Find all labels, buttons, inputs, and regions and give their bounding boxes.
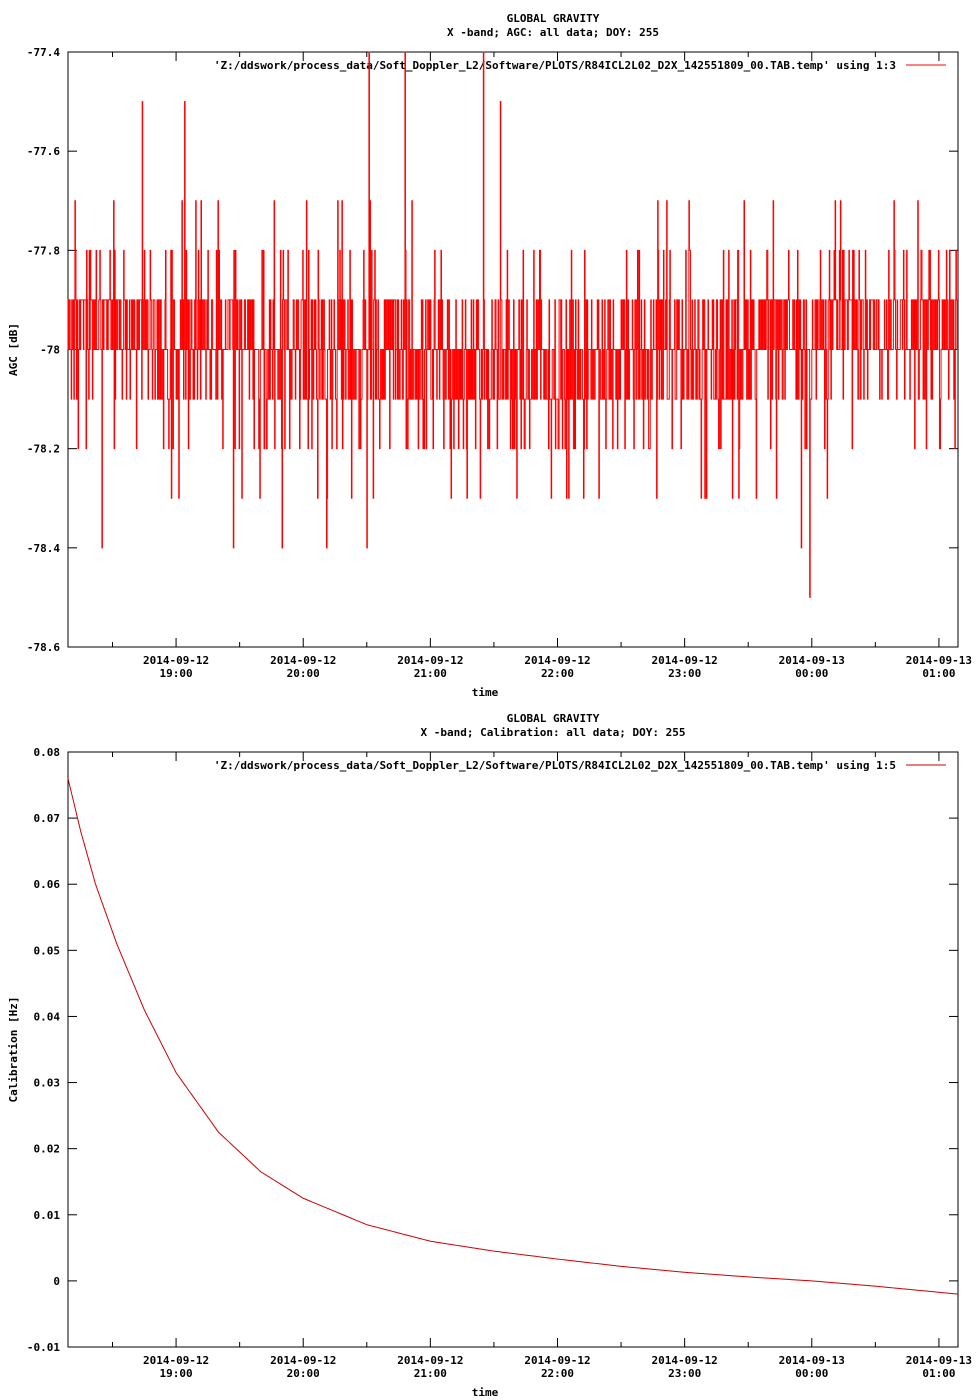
y-tick-label: -78.2 [27,443,60,456]
chart-subtitle: X -band; Calibration: all data; DOY: 255 [421,726,686,739]
legend-label: 'Z:/ddswork/process_data/Soft_Doppler_L2… [214,759,896,772]
y-tick-label: 0.01 [34,1209,61,1222]
x-tick-time-label: 20:00 [287,1367,320,1380]
x-tick-date-label: 2014-09-12 [270,654,336,667]
x-axis-label: time [472,1386,499,1399]
x-tick-date-label: 2014-09-12 [143,654,209,667]
y-tick-label: -78 [40,344,60,357]
x-tick-time-label: 19:00 [160,1367,193,1380]
x-tick-date-label: 2014-09-12 [524,1354,590,1367]
x-tick-time-label: 20:00 [287,667,320,680]
x-tick-time-label: 22:00 [541,1367,574,1380]
chart-title: GLOBAL GRAVITY [507,12,600,25]
x-tick-date-label: 2014-09-12 [524,654,590,667]
x-tick-time-label: 22:00 [541,667,574,680]
chart-subtitle: X -band; AGC: all data; DOY: 255 [447,26,659,39]
y-tick-label: 0.07 [34,812,61,825]
y-tick-label: -77.6 [27,145,60,158]
legend-label: 'Z:/ddswork/process_data/Soft_Doppler_L2… [214,59,896,72]
chart-title: GLOBAL GRAVITY [507,712,600,725]
x-tick-date-label: 2014-09-13 [906,1354,972,1367]
y-tick-label: 0.04 [34,1010,61,1023]
x-tick-date-label: 2014-09-12 [652,1354,718,1367]
x-tick-date-label: 2014-09-12 [652,654,718,667]
x-tick-date-label: 2014-09-12 [397,654,463,667]
x-tick-date-label: 2014-09-12 [270,1354,336,1367]
x-tick-time-label: 23:00 [668,667,701,680]
y-tick-label: -77.8 [27,244,60,257]
data-series-line [67,51,958,598]
plot-frame [67,751,959,1348]
x-tick-time-label: 00:00 [795,1367,828,1380]
y-tick-label: 0.06 [34,878,61,891]
y-tick-label: -77.4 [27,46,60,59]
y-axis-label: AGC [dB] [7,323,20,376]
x-tick-time-label: 21:00 [414,667,447,680]
x-tick-time-label: 00:00 [795,667,828,680]
y-tick-label: -0.01 [27,1341,60,1354]
y-tick-label: 0.03 [34,1077,61,1090]
x-axis-label: time [472,686,499,699]
y-tick-label: 0.05 [34,944,61,957]
x-tick-date-label: 2014-09-13 [906,654,972,667]
y-tick-label: 0 [53,1275,60,1288]
y-tick-label: 0.02 [34,1143,61,1156]
x-tick-time-label: 23:00 [668,1367,701,1380]
y-axis-label: Calibration [Hz] [7,997,20,1103]
y-tick-label: -78.6 [27,641,60,654]
x-tick-time-label: 21:00 [414,1367,447,1380]
x-tick-date-label: 2014-09-13 [779,1354,845,1367]
y-tick-label: -78.4 [27,542,60,555]
y-tick-label: 0.08 [34,746,61,759]
x-tick-time-label: 01:00 [922,1367,955,1380]
x-tick-time-label: 19:00 [160,667,193,680]
x-tick-date-label: 2014-09-12 [143,1354,209,1367]
x-tick-time-label: 01:00 [922,667,955,680]
data-series-line [67,778,959,1295]
x-tick-date-label: 2014-09-12 [397,1354,463,1367]
x-tick-date-label: 2014-09-13 [779,654,845,667]
